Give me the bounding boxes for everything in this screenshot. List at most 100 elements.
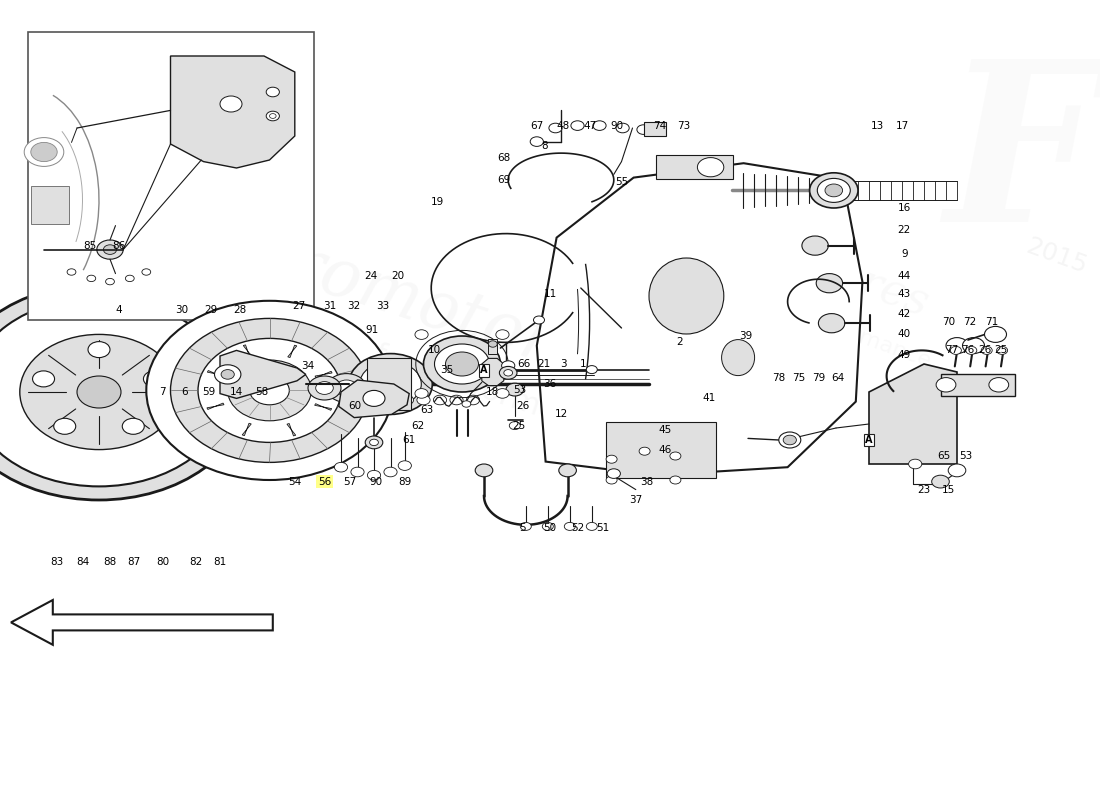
Circle shape	[542, 522, 553, 530]
Circle shape	[0, 298, 229, 486]
Circle shape	[450, 395, 463, 405]
Text: 45: 45	[659, 426, 672, 435]
Circle shape	[534, 316, 544, 324]
Text: 69: 69	[497, 175, 510, 185]
Text: 53: 53	[514, 385, 527, 394]
Text: 17: 17	[895, 121, 909, 130]
Bar	[367, 358, 411, 410]
Circle shape	[198, 338, 341, 442]
Circle shape	[363, 390, 385, 406]
Polygon shape	[207, 403, 224, 410]
Text: 87: 87	[128, 557, 141, 566]
Text: 84: 84	[76, 557, 89, 566]
Polygon shape	[287, 423, 296, 436]
Text: 63: 63	[420, 405, 433, 414]
Circle shape	[220, 96, 242, 112]
Text: 13: 13	[871, 121, 884, 130]
Text: 41: 41	[703, 394, 716, 403]
Circle shape	[266, 87, 279, 97]
Circle shape	[308, 376, 341, 400]
Text: 6: 6	[182, 387, 188, 397]
Text: 53: 53	[959, 451, 972, 461]
Circle shape	[270, 114, 276, 118]
Text: 52: 52	[571, 523, 584, 533]
Polygon shape	[242, 423, 251, 436]
Text: 10: 10	[428, 346, 441, 355]
Text: 54: 54	[288, 477, 301, 486]
Text: 86: 86	[112, 242, 125, 251]
Circle shape	[379, 376, 401, 392]
Bar	[31, 186, 69, 224]
Circle shape	[997, 346, 1008, 354]
Circle shape	[509, 422, 520, 430]
Circle shape	[125, 275, 134, 282]
Text: 27: 27	[293, 301, 306, 310]
Circle shape	[336, 380, 358, 396]
Circle shape	[817, 178, 850, 202]
Text: 55: 55	[615, 177, 628, 186]
Polygon shape	[315, 404, 332, 410]
Circle shape	[948, 464, 966, 477]
Circle shape	[334, 462, 348, 472]
Circle shape	[142, 269, 151, 275]
Text: 22: 22	[898, 226, 911, 235]
Circle shape	[446, 352, 478, 376]
Circle shape	[932, 475, 949, 488]
Circle shape	[946, 338, 968, 354]
Text: 34: 34	[301, 362, 315, 371]
Circle shape	[462, 401, 471, 407]
Circle shape	[103, 245, 117, 254]
Polygon shape	[207, 370, 224, 377]
Text: 1: 1	[580, 359, 586, 369]
Circle shape	[639, 447, 650, 455]
Polygon shape	[288, 345, 297, 358]
Circle shape	[586, 366, 597, 374]
Polygon shape	[315, 371, 332, 378]
Text: euromotores: euromotores	[650, 186, 934, 326]
Circle shape	[818, 314, 845, 333]
Text: euromotores: euromotores	[204, 206, 632, 402]
Polygon shape	[537, 163, 862, 475]
Text: 58: 58	[255, 387, 268, 397]
Text: 71: 71	[986, 317, 999, 326]
Circle shape	[488, 341, 497, 347]
Circle shape	[825, 184, 843, 197]
Circle shape	[564, 522, 575, 530]
Circle shape	[365, 436, 383, 449]
Circle shape	[502, 361, 515, 370]
Text: 25: 25	[513, 421, 526, 430]
Bar	[488, 339, 497, 354]
Circle shape	[966, 346, 977, 354]
Text: 9: 9	[901, 249, 908, 258]
Text: 44: 44	[898, 271, 911, 281]
Circle shape	[417, 395, 430, 405]
Circle shape	[981, 346, 992, 354]
Circle shape	[54, 418, 76, 434]
Polygon shape	[243, 345, 252, 358]
Polygon shape	[869, 364, 957, 464]
Circle shape	[143, 371, 165, 387]
Circle shape	[33, 371, 55, 387]
Circle shape	[67, 269, 76, 275]
Text: A: A	[481, 366, 487, 375]
Text: 83: 83	[51, 557, 64, 566]
Circle shape	[571, 121, 584, 130]
Polygon shape	[170, 56, 295, 168]
Text: 56: 56	[318, 477, 331, 486]
Text: 74: 74	[653, 121, 667, 130]
Circle shape	[962, 338, 984, 354]
Circle shape	[496, 389, 509, 398]
Text: 73: 73	[678, 121, 691, 130]
Circle shape	[810, 173, 858, 208]
Text: 31: 31	[323, 301, 337, 310]
Circle shape	[415, 389, 428, 398]
Circle shape	[31, 142, 57, 162]
Text: a passion for performance: a passion for performance	[222, 292, 614, 444]
Text: 2015: 2015	[1022, 234, 1090, 278]
Text: 30: 30	[175, 306, 188, 315]
Text: 49: 49	[898, 350, 911, 360]
Text: a passion for performance: a passion for performance	[651, 253, 933, 371]
Circle shape	[351, 467, 364, 477]
Text: 85: 85	[84, 242, 97, 251]
Bar	[28, 32, 313, 320]
